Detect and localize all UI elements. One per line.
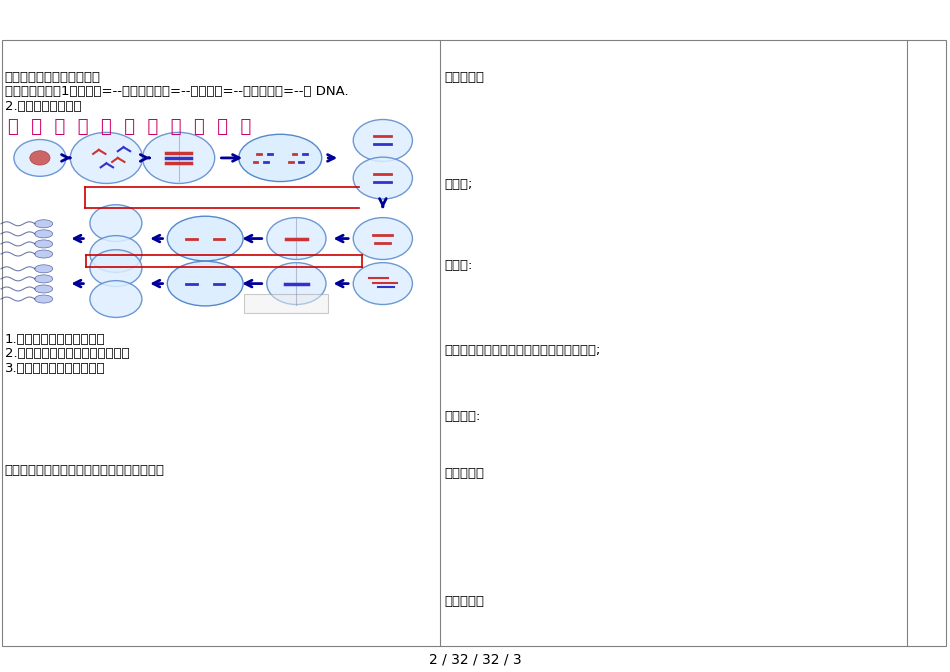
Bar: [244, 294, 328, 313]
Circle shape: [353, 263, 412, 304]
Text: 只有非姐妹染色单体的是？: 只有非姐妹染色单体的是？: [5, 71, 101, 83]
Text: 2.减数分裂具体过程: 2.减数分裂具体过程: [5, 100, 82, 113]
Text: 后期特征：: 后期特征：: [445, 467, 484, 480]
Ellipse shape: [34, 220, 52, 228]
Text: 期特征:: 期特征:: [445, 259, 473, 271]
Circle shape: [267, 263, 326, 304]
Circle shape: [90, 250, 142, 286]
Ellipse shape: [34, 250, 52, 258]
Ellipse shape: [34, 230, 52, 238]
Text: 末期特征：: 末期特征：: [445, 595, 484, 607]
Text: 中期特征：: 中期特征：: [445, 71, 484, 83]
Circle shape: [90, 236, 142, 272]
Circle shape: [267, 218, 326, 259]
Ellipse shape: [167, 261, 243, 306]
Circle shape: [29, 151, 50, 165]
Circle shape: [353, 218, 412, 259]
Ellipse shape: [238, 134, 322, 181]
Text: 2 / 32 / 32 / 3: 2 / 32 / 32 / 3: [428, 653, 522, 667]
Ellipse shape: [34, 285, 52, 293]
Ellipse shape: [34, 295, 52, 303]
Circle shape: [70, 132, 142, 183]
Text: 减数第一次分裂（初级精母细胞）前期特征：: 减数第一次分裂（初级精母细胞）前期特征：: [5, 464, 164, 476]
Ellipse shape: [167, 216, 243, 261]
Circle shape: [353, 157, 412, 199]
Ellipse shape: [34, 275, 52, 283]
Circle shape: [14, 140, 66, 176]
Text: 中期特征:: 中期特征:: [445, 410, 481, 423]
Text: 减数第二次分裂（次级精母细胞）前期特征;: 减数第二次分裂（次级精母细胞）前期特征;: [445, 344, 601, 357]
Circle shape: [142, 132, 215, 183]
Circle shape: [353, 120, 412, 161]
Text: 减  数  分  裂  及  精  子  形  成  图  解: 减 数 分 裂 及 精 子 形 成 图 解: [8, 118, 251, 136]
Circle shape: [90, 281, 142, 317]
Ellipse shape: [34, 240, 52, 248]
Text: 2.精子形成部位？精子形成时期？: 2.精子形成部位？精子形成时期？: [5, 347, 129, 360]
Text: 期特征;: 期特征;: [445, 178, 473, 191]
Text: 1.写出方框内属什么细胞？: 1.写出方框内属什么细胞？: [5, 333, 105, 345]
Circle shape: [90, 205, 142, 241]
Text: 有四分体的是？1个四分体=--对同源染色体=--条染色体=--条染色单体=--个 DNA.: 有四分体的是？1个四分体=--对同源染色体=--条染色体=--条染色单体=--个…: [5, 85, 349, 98]
Text: 3.间期（精原细胞）特征：: 3.间期（精原细胞）特征：: [5, 362, 105, 375]
Ellipse shape: [34, 265, 52, 273]
